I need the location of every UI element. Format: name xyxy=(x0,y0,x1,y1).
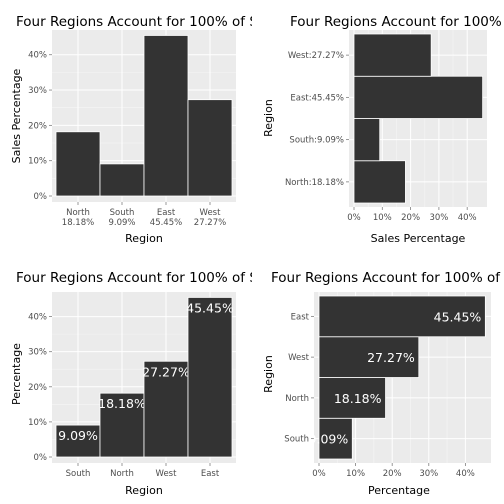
data-label: 27.27% xyxy=(142,364,190,379)
bar xyxy=(353,118,381,162)
x-axis-title: Percentage xyxy=(368,484,430,497)
x-tick-label: South xyxy=(110,208,135,218)
y-tick-label: West:27.27% xyxy=(288,51,344,61)
x-tick-label: 40% xyxy=(458,213,477,223)
y-tick-label: West xyxy=(288,353,310,363)
x-tick-label: 0% xyxy=(312,469,326,479)
data-label: 18.18% xyxy=(98,396,146,411)
x-tick-sublabel: 45.45% xyxy=(150,218,182,228)
chart-horizontal-percentage-labeled: 0% 10% 20% 30% 40% South 9.09% North 18.18% West 2… xyxy=(262,270,504,497)
x-axis-title: Region xyxy=(125,484,163,497)
y-axis-title: Region xyxy=(262,99,275,137)
x-tick-label: South xyxy=(66,469,91,479)
x-tick-sublabel: 27.27% xyxy=(194,218,226,228)
bar xyxy=(353,160,406,204)
bar xyxy=(318,377,386,419)
chart-title: Four Regions Account for 100% of Sa xyxy=(16,270,266,286)
data-label: 9.09% xyxy=(58,428,98,443)
y-axis-title: Percentage xyxy=(10,343,23,405)
x-tick-label: 0% xyxy=(347,213,361,223)
x-tick-label: West xyxy=(156,469,178,479)
x-tick-label: North xyxy=(66,208,90,218)
x-tick-label: 30% xyxy=(429,213,448,223)
bar xyxy=(187,297,233,458)
bar xyxy=(318,295,486,338)
y-tick-label: 40% xyxy=(28,51,47,61)
y-tick-label: 0% xyxy=(34,192,48,202)
x-tick-label: 10% xyxy=(373,213,392,223)
x-tick-label: 40% xyxy=(456,469,475,479)
bar xyxy=(143,360,189,458)
bar xyxy=(143,35,189,197)
y-axis-title: Sales Percentage xyxy=(10,68,23,163)
y-tick-label: South:9.09% xyxy=(289,136,344,146)
x-axis-title: Sales Percentage xyxy=(371,232,466,245)
chart-title: Four Regions Account for 100% of Sa xyxy=(271,270,504,286)
x-tick-label: West xyxy=(200,208,222,218)
data-label: 27.27% xyxy=(367,350,415,365)
x-tick-label: North xyxy=(110,469,134,479)
data-label: 45.45% xyxy=(434,309,482,324)
y-tick-label: 30% xyxy=(28,86,47,96)
x-axis-title: Region xyxy=(125,232,163,245)
y-tick-label: 30% xyxy=(28,348,47,358)
bar xyxy=(99,163,145,197)
data-label: 9.09% xyxy=(309,432,349,447)
bar xyxy=(187,99,233,197)
chart-horizontal-sales-percentage: 0% 10% 20% 30% 40% North:18.18% South:9.09% Eas… xyxy=(262,14,504,245)
x-tick-label: 20% xyxy=(383,469,402,479)
bar xyxy=(318,417,353,460)
x-tick-label: East xyxy=(201,469,220,479)
y-tick-label: 0% xyxy=(34,453,48,463)
x-tick-label: 10% xyxy=(346,469,365,479)
x-tick-label: 20% xyxy=(401,213,420,223)
bar xyxy=(99,392,145,458)
bar xyxy=(55,131,101,197)
bar xyxy=(353,75,484,119)
x-tick-sublabel: 9.09% xyxy=(108,218,135,228)
x-tick-sublabel: 18.18% xyxy=(62,218,94,228)
data-label: 45.45% xyxy=(186,300,234,315)
y-tick-label: North:18.18% xyxy=(285,178,344,188)
chart-vertical-percentage-labeled: 0% 10% 20% 30% 40% South 9.09% North 18.18% West 2… xyxy=(10,270,266,497)
chart-title: Four Regions Account for 100% of Sa xyxy=(16,14,266,30)
chart-title: Four Regions Account for 100% of xyxy=(290,14,504,30)
bar xyxy=(353,33,432,77)
x-tick-label: 30% xyxy=(419,469,438,479)
y-axis-title: Region xyxy=(262,355,275,393)
y-tick-label: 10% xyxy=(28,418,47,428)
y-tick-label: 40% xyxy=(28,313,47,323)
x-tick-label: East xyxy=(157,208,176,218)
y-tick-label: 20% xyxy=(28,383,47,393)
y-tick-label: East:45.45% xyxy=(290,93,344,103)
y-tick-label: North xyxy=(285,394,309,404)
y-tick-label: East xyxy=(291,312,310,322)
data-label: 18.18% xyxy=(334,391,382,406)
y-tick-label: 20% xyxy=(28,121,47,131)
y-tick-label: South xyxy=(284,435,309,445)
y-tick-label: 10% xyxy=(28,157,47,167)
